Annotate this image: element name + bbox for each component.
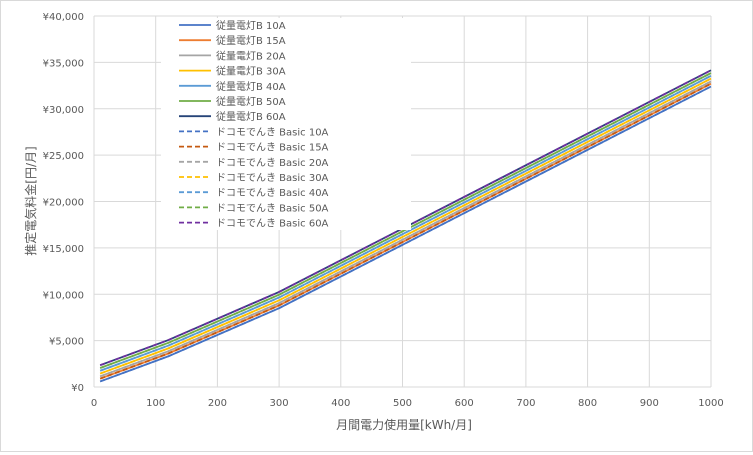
- legend-label: 従量電灯B 20A: [216, 49, 286, 62]
- legend: 従量電灯B 10A 従量電灯B 15A 従量電灯B 20A 従量電灯B 30A 従量電灯…: [161, 18, 411, 230]
- legend-background: [161, 18, 411, 230]
- series-line: [99, 82, 712, 380]
- legend-label: ドコモでんき Basic 30A: [216, 172, 329, 184]
- series-layer: [99, 69, 712, 383]
- legend-label: 従量電灯B 60A: [216, 110, 286, 123]
- series-line: [99, 72, 712, 369]
- legend-label: ドコモでんき Basic 60A: [216, 218, 329, 230]
- x-tick-label: 500: [393, 398, 412, 409]
- legend-label: 従量電灯B 10A: [216, 19, 286, 32]
- legend-label: 従量電灯B 15A: [216, 34, 286, 47]
- y-tick-label: ¥0: [71, 383, 84, 394]
- x-tick-label: 800: [578, 398, 597, 409]
- y-tick-label: ¥35,000: [43, 58, 84, 69]
- y-tick-label: ¥20,000: [43, 198, 84, 209]
- legend-label: ドコモでんき Basic 50A: [216, 202, 329, 214]
- x-tick-label: 1000: [698, 398, 723, 409]
- legend-label: ドコモでんき Basic 20A: [216, 157, 329, 169]
- x-tick-label: 400: [331, 398, 350, 409]
- y-tick-label: ¥30,000: [43, 105, 84, 116]
- x-axis-title: 月間電力使用量[kWh/月]: [336, 417, 472, 432]
- x-axis-ticks: 0 100 200 300 400 500 600 700 800 900 1000: [91, 398, 724, 409]
- y-tick-label: ¥15,000: [43, 244, 84, 255]
- series-line: [99, 75, 712, 372]
- legend-label: 従量電灯B 30A: [216, 65, 286, 78]
- x-tick-label: 300: [270, 398, 289, 409]
- series-line: [99, 85, 712, 383]
- x-tick-label: 700: [516, 398, 535, 409]
- y-tick-label: ¥5,000: [49, 337, 84, 348]
- y-tick-label: ¥40,000: [43, 12, 84, 23]
- y-tick-label: ¥10,000: [43, 290, 84, 301]
- x-tick-label: 900: [640, 398, 659, 409]
- x-tick-label: 200: [208, 398, 227, 409]
- series-line: [99, 69, 712, 367]
- x-tick-label: 600: [455, 398, 474, 409]
- x-tick-label: 100: [146, 398, 165, 409]
- legend-label: 従量電灯B 40A: [216, 80, 286, 93]
- y-axis-ticks: ¥0 ¥5,000 ¥10,000 ¥15,000 ¥20,000 ¥25,000 ¥30,…: [43, 12, 84, 394]
- legend-label: ドコモでんき Basic 15A: [216, 142, 329, 154]
- legend-label: ドコモでんき Basic 10A: [216, 126, 329, 138]
- y-axis-title: 推定電気料金[円/月]: [23, 146, 38, 255]
- x-tick-label: 0: [91, 398, 97, 409]
- series-line: [99, 80, 712, 378]
- series-line: [99, 77, 712, 375]
- legend-label: ドコモでんき Basic 40A: [216, 187, 329, 199]
- legend-label: 従量電灯B 50A: [216, 95, 286, 108]
- y-tick-label: ¥25,000: [43, 151, 84, 162]
